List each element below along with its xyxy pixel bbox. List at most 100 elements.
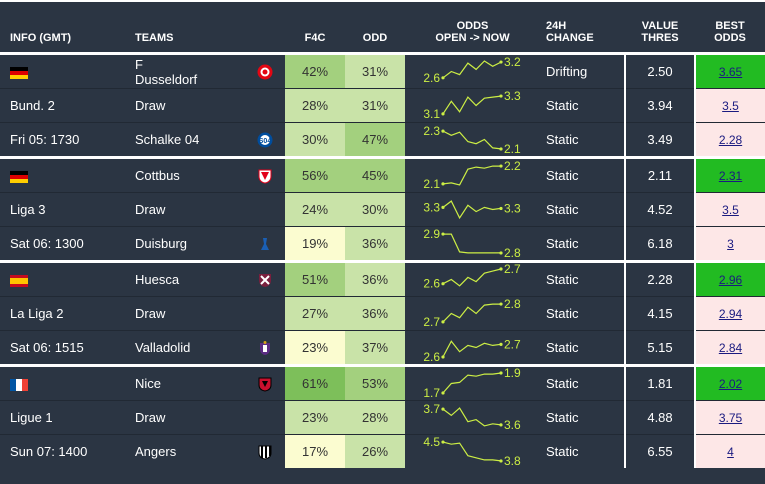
odds-sparkline: 3.3 3.3	[423, 200, 521, 220]
team-name[interactable]: Schalke 04	[135, 132, 200, 147]
header-f4c[interactable]: F4C	[285, 0, 345, 54]
match-row[interactable]: Ligue 1 Draw 23% 28% 3.7 3.6 Static 4.88 3.75	[0, 400, 765, 435]
best-odds-link[interactable]: 3.5	[722, 203, 739, 217]
match-row[interactable]: Huesca 51% 36% 2.6 2.7 Static 2.28 2.96	[0, 260, 765, 297]
best-odds-link[interactable]: 2.84	[718, 341, 743, 355]
best-odds-cell: 3.5	[694, 88, 765, 123]
team-name[interactable]: Huesca	[135, 272, 180, 287]
header-odds-open-now[interactable]: ODDS OPEN -> NOW	[405, 0, 540, 54]
match-row[interactable]: Nice 61% 53% 1.7 1.9 Static 1.81 2.02	[0, 364, 765, 401]
team-name[interactable]: Draw	[135, 202, 166, 217]
match-row[interactable]: F Dusseldorf 42% 31% 2.6 3.2 Drifting 2.50 3.65	[0, 52, 765, 89]
odds-sparkline: 2.6 2.7	[423, 263, 521, 291]
match-row[interactable]: Cottbus 56% 45% 2.1 2.2 Static 2.11 2.31	[0, 156, 765, 193]
change-status: Static	[540, 434, 625, 468]
best-odds-link[interactable]: 2.31	[718, 169, 743, 183]
info-cell: Sat 06: 1300	[0, 226, 125, 262]
info-cell: Liga 3	[0, 192, 125, 227]
match-row[interactable]: Bund. 2 Draw 28% 31% 3.1 3.3 Static 3.94 3.5	[0, 88, 765, 123]
odd-prob: 30%	[345, 192, 405, 227]
match-row[interactable]: Sat 06: 1300 Duisburg 19% 36% 2.9 2.8 Static 6.…	[0, 226, 765, 262]
best-odds-link[interactable]: 3	[727, 237, 734, 251]
best-odds-cell: 2.96	[694, 260, 765, 297]
league-name: La Liga 2	[10, 306, 64, 321]
odd-prob: 36%	[345, 296, 405, 331]
valladolid-crest	[257, 340, 273, 356]
odds-open-value: 2.7	[423, 315, 440, 329]
best-odds-link[interactable]: 3.65	[718, 65, 743, 79]
match-row[interactable]: Sun 07: 1400 Angers 17% 26% 4.5 3.8 Static 6.55…	[0, 434, 765, 468]
best-odds-link[interactable]: 3.75	[718, 411, 743, 425]
team-name[interactable]: Valladolid	[135, 340, 191, 355]
header-odds-line1: ODDS	[456, 20, 489, 32]
header-chg-line1: 24H	[546, 20, 567, 32]
value-threshold: 4.15	[624, 296, 695, 331]
best-odds-cell: 3.5	[694, 192, 765, 227]
team-name[interactable]: Draw	[135, 306, 166, 321]
info-cell: Sat 06: 1515	[0, 330, 125, 366]
odds-open-value: 2.9	[423, 227, 440, 241]
header-value-thres[interactable]: VALUE THRES	[625, 0, 695, 54]
team-cell: Duisburg	[125, 226, 285, 262]
f4c-prob: 27%	[285, 296, 345, 331]
best-odds-link[interactable]: 4	[727, 445, 734, 459]
team-name[interactable]: Nice	[135, 376, 162, 391]
header-best-odds[interactable]: BEST ODDS	[695, 0, 765, 54]
team-name[interactable]: Duisburg	[135, 236, 188, 251]
header-odd[interactable]: ODD	[345, 0, 405, 54]
best-odds-cell: 3	[694, 226, 765, 262]
germany-flag	[10, 66, 28, 79]
odds-trend-cell: 3.1 3.3	[405, 88, 540, 123]
team-cell: Huesca	[125, 260, 285, 297]
odds-trend-cell: 2.7 2.8	[405, 296, 540, 331]
team-name[interactable]: F Dusseldorf	[135, 56, 198, 87]
change-status: Static	[540, 122, 625, 158]
match-row[interactable]: La Liga 2 Draw 27% 36% 2.7 2.8 Static 4.15 2.94	[0, 296, 765, 331]
f4c-prob: 23%	[285, 330, 345, 366]
header-24h-change[interactable]: 24H CHANGE	[540, 0, 625, 54]
match-row[interactable]: Sat 06: 1515 Valladolid 23% 37% 2.6 2.7 Static…	[0, 330, 765, 366]
best-odds-cell: 3.75	[694, 400, 765, 435]
best-odds-link[interactable]: 2.28	[718, 133, 743, 147]
odd-prob: 37%	[345, 330, 405, 366]
best-odds-link[interactable]: 2.96	[718, 273, 743, 287]
best-odds-link[interactable]: 3.5	[722, 99, 739, 113]
header-info[interactable]: INFO (GMT)	[0, 0, 125, 54]
team-cell: Draw	[125, 296, 285, 331]
value-threshold: 3.94	[624, 88, 695, 123]
schalke-crest: S04	[257, 132, 273, 148]
odds-trend-cell: 2.6 2.7	[405, 260, 540, 297]
odd-prob: 53%	[345, 364, 405, 401]
odds-table: INFO (GMT) TEAMS F4C ODD ODDS OPEN -> NOW…	[0, 0, 765, 468]
germany-flag	[10, 170, 28, 183]
f4c-prob: 42%	[285, 52, 345, 89]
team-name[interactable]: Angers	[135, 444, 177, 459]
header-best-line1: BEST	[715, 20, 745, 32]
header-best-line2: ODDS	[714, 32, 746, 44]
info-cell	[0, 156, 125, 193]
odds-now-value: 3.2	[504, 55, 521, 69]
header-chg-line2: CHANGE	[546, 32, 594, 44]
match-row[interactable]: Liga 3 Draw 24% 30% 3.3 3.3 Static 4.52 3.5	[0, 192, 765, 227]
change-status: Static	[540, 296, 625, 331]
best-odds-link[interactable]: 2.94	[718, 307, 743, 321]
value-threshold: 4.52	[624, 192, 695, 227]
value-threshold: 5.15	[624, 330, 695, 366]
header-teams[interactable]: TEAMS	[125, 0, 285, 54]
odds-now-value: 2.7	[504, 263, 521, 276]
team-name[interactable]: Cottbus	[135, 168, 180, 183]
odds-open-value: 4.5	[423, 435, 440, 449]
dusseldorf-crest	[257, 64, 273, 80]
change-status: Static	[540, 260, 625, 297]
odds-sparkline: 2.7 2.8	[423, 297, 521, 329]
best-odds-cell: 4	[694, 434, 765, 468]
team-name[interactable]: Draw	[135, 98, 166, 113]
team-cell: Draw	[125, 88, 285, 123]
team-name[interactable]: Draw	[135, 410, 166, 425]
match-row[interactable]: Fri 05: 1730 Schalke 04 S04 30% 47% 2.3 2.1 Sta…	[0, 122, 765, 158]
best-odds-cell: 3.65	[694, 52, 765, 89]
header-val-line1: VALUE	[641, 20, 679, 32]
odd-prob: 47%	[345, 122, 405, 158]
team-cell: Draw	[125, 192, 285, 227]
best-odds-link[interactable]: 2.02	[718, 377, 743, 391]
